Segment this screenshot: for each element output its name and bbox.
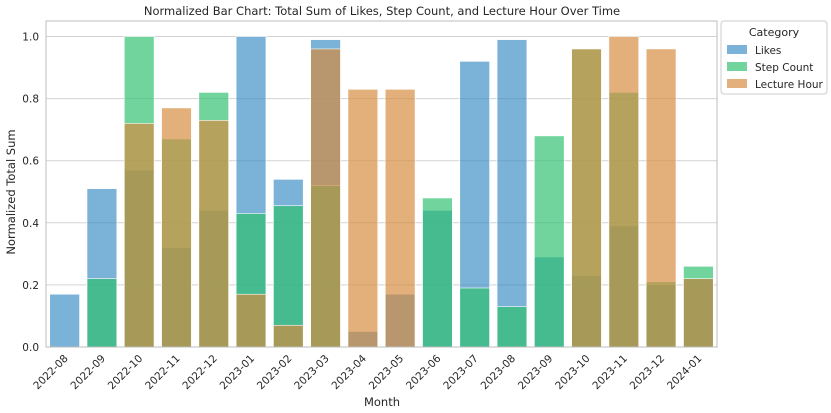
series-lecture-hour: [123, 36, 714, 348]
y-tick-label: 0.4: [22, 218, 39, 230]
x-tick-label: 2022-09: [69, 353, 109, 393]
y-tick-label: 0.0: [22, 342, 39, 354]
x-tick-label: 2023-03: [292, 353, 332, 393]
chart-title: Normalized Bar Chart: Total Sum of Likes…: [144, 4, 620, 18]
legend-label: Lecture Hour: [755, 79, 824, 91]
bars: [49, 36, 714, 348]
bar: [422, 197, 453, 348]
x-tick-label: 2023-11: [590, 353, 630, 393]
y-tick-label: 1.0: [22, 32, 39, 44]
plot-frame: [45, 20, 718, 348]
bar: [496, 39, 528, 348]
x-tick-label: 2023-07: [441, 353, 481, 393]
bar: [273, 324, 304, 348]
bar: [645, 48, 677, 348]
bar: [86, 278, 118, 348]
legend-swatch: [727, 79, 747, 88]
y-axis-label: Normalized Total Sum: [4, 129, 18, 254]
bar: [534, 135, 565, 348]
legend-label: Step Count: [755, 62, 813, 74]
x-tick-label: 2023-05: [367, 353, 407, 393]
bar: [161, 107, 192, 348]
x-axis-label: Month: [364, 395, 400, 409]
legend: Category Likes Step Count Lecture Hour: [720, 20, 828, 95]
bar: [459, 287, 490, 348]
bar: [49, 293, 80, 348]
bar: [683, 278, 714, 348]
bar: [384, 89, 416, 348]
x-tick-label: 2023-04: [329, 352, 369, 392]
x-tick-label: 2023-09: [516, 353, 556, 393]
x-tick-label: 2023-06: [404, 352, 444, 392]
x-tick-label: 2022-08: [31, 353, 71, 393]
y-tick-label: 0.6: [22, 156, 39, 168]
bar: [496, 306, 528, 348]
plot-border: [45, 20, 718, 348]
y-tick-labels: 0.0 0.2 0.4 0.6 0.8 1.0: [22, 32, 39, 354]
x-tick-labels: 2022-082022-092022-102022-112022-122023-…: [31, 352, 704, 392]
x-tick-label: 2024-01: [665, 353, 705, 393]
legend-swatch: [727, 62, 747, 71]
bar: [198, 120, 229, 348]
legend-title: Category: [749, 26, 800, 39]
bar: [273, 205, 304, 348]
x-tick-label: 2022-11: [143, 353, 183, 393]
y-tick-label: 0.2: [22, 280, 39, 292]
bar: [571, 48, 602, 348]
x-tick-label: 2023-01: [218, 353, 258, 393]
bar: [123, 123, 155, 348]
y-tick-label: 0.8: [22, 94, 39, 106]
legend-box: [720, 20, 828, 95]
x-tick-label: 2022-10: [106, 353, 146, 393]
legend-swatch: [727, 45, 747, 54]
bar: [235, 293, 267, 348]
legend-label: Likes: [755, 45, 781, 57]
bar: [310, 48, 341, 348]
x-tick-label: 2023-10: [553, 353, 593, 393]
x-tick-label: 2022-12: [180, 353, 220, 393]
bar: [347, 89, 379, 348]
x-tick-label: 2023-12: [628, 353, 668, 393]
x-tick-label: 2023-08: [479, 353, 519, 393]
bar: [608, 36, 640, 348]
x-tick-label: 2023-02: [255, 353, 295, 393]
